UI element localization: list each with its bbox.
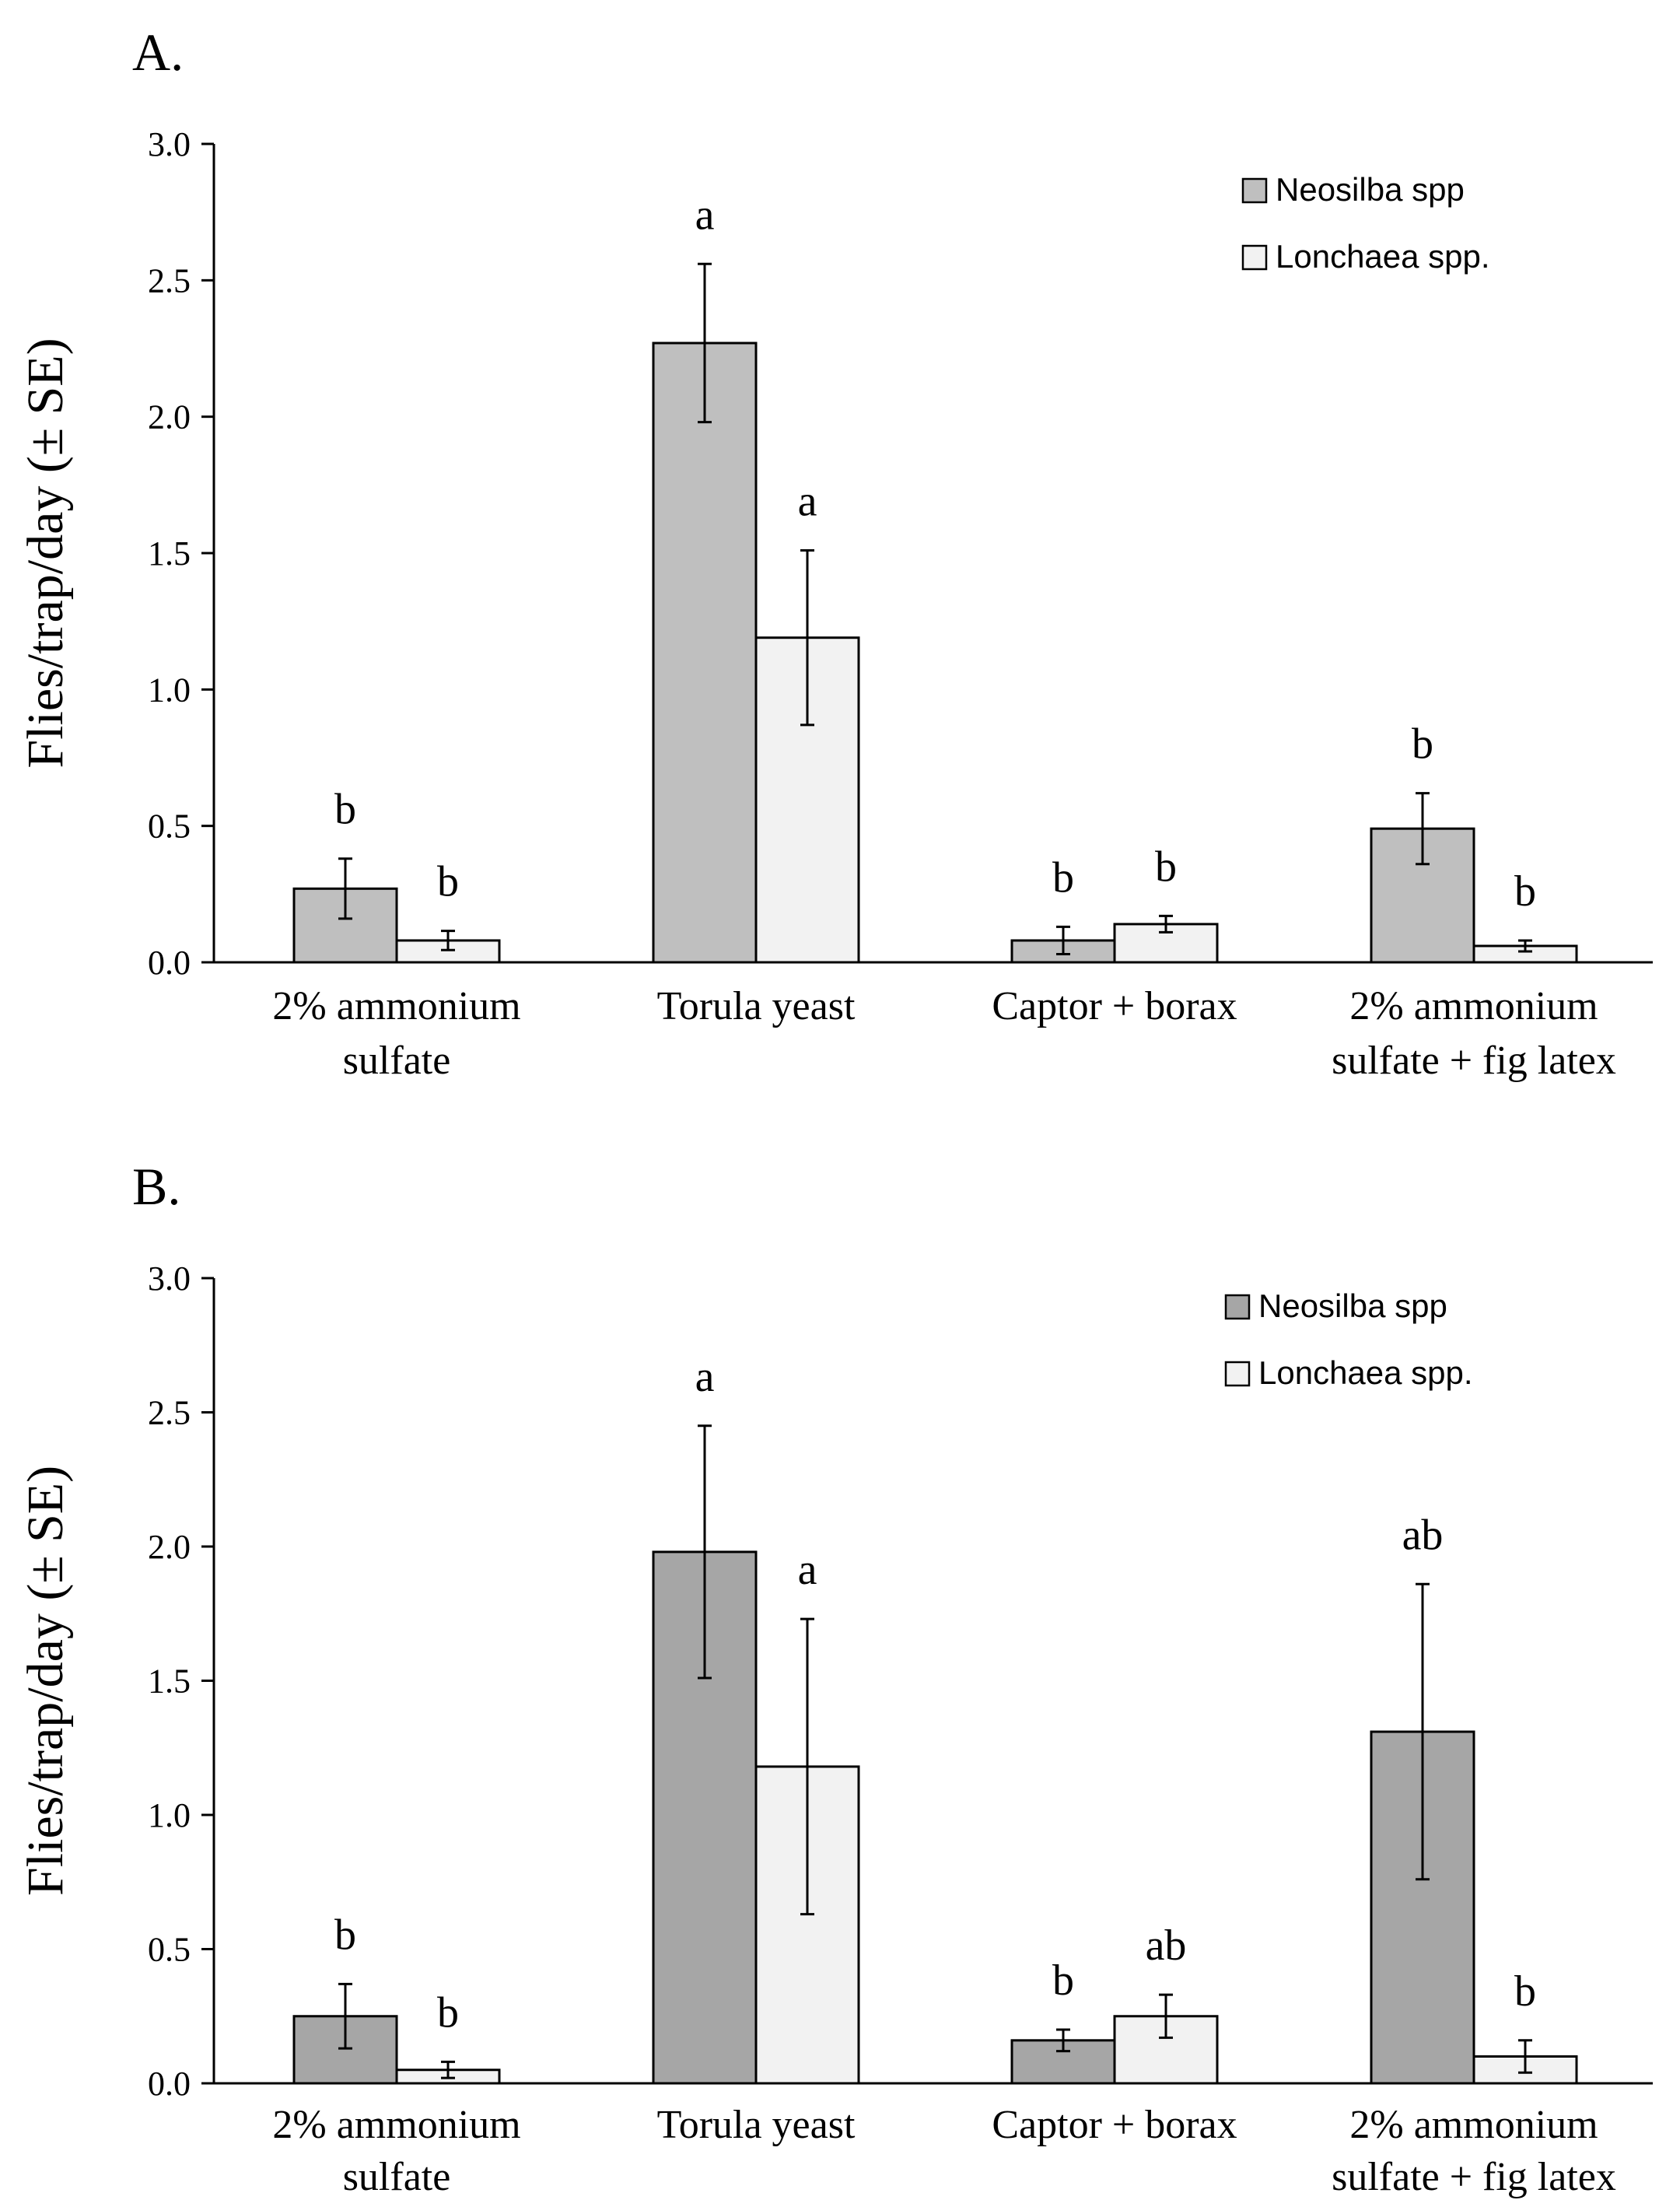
significance-letter: a (798, 1546, 817, 1594)
x-category-label: 2% ammonium (272, 984, 520, 1028)
panel-label: A. (132, 23, 184, 82)
y-tick-label: 1.0 (148, 671, 191, 709)
legend-entry: Lonchaea spp. (1258, 1354, 1473, 1391)
y-tick-label: 1.5 (148, 1662, 191, 1701)
legend: Neosilba spp Lonchaea spp. (1224, 1287, 1473, 1391)
significance-letter: b (437, 1988, 459, 2037)
y-tick-label: 2.0 (148, 398, 191, 436)
y-tick-label: 0.0 (148, 944, 191, 982)
x-category-label: Torula yeast (657, 2103, 856, 2147)
legend-swatch (1224, 1294, 1251, 1320)
significance-letter: a (798, 477, 817, 525)
x-category-label: sulfate (343, 2155, 451, 2199)
significance-letter: b (437, 858, 459, 906)
significance-letter: a (695, 191, 715, 239)
y-tick-label: 1.0 (148, 1796, 191, 1834)
significance-letter: b (1412, 720, 1433, 769)
chart-panel-a: A. Flies/trap/day (± SE) 0.0 0.5 1.0 1.5 2.0 2.… (17, 23, 1653, 1083)
x-category-label: Captor + borax (992, 984, 1237, 1028)
significance-letter: b (1155, 843, 1177, 891)
bar (652, 342, 758, 964)
x-category-label: Torula yeast (657, 984, 856, 1028)
y-tick-label: 3.0 (148, 1259, 191, 1298)
legend-swatch (1241, 177, 1268, 204)
legend-entry: Lonchaea spp. (1276, 238, 1490, 275)
x-category-label: Captor + borax (992, 2103, 1237, 2147)
y-tick-label: 2.5 (148, 261, 191, 300)
x-category-label: 2% ammonium (1349, 2103, 1598, 2147)
y-tick-label: 2.0 (148, 1528, 191, 1566)
y-axis-label: Flies/trap/day (± SE) (17, 338, 74, 768)
y-tick-label: 0.5 (148, 1931, 191, 1969)
y-axis-label: Flies/trap/day (± SE) (17, 1466, 74, 1896)
significance-letter: b (334, 1911, 356, 1959)
x-category-label: sulfate + fig latex (1332, 1039, 1616, 1083)
significance-letter: ab (1402, 1511, 1444, 1559)
significance-letter: ab (1146, 1921, 1187, 1970)
y-tick-label: 1.5 (148, 534, 191, 573)
legend-swatch (1241, 244, 1268, 271)
x-category-label: sulfate (343, 1039, 451, 1083)
x-category-label: 2% ammonium (272, 2103, 520, 2147)
significance-letter: b (334, 786, 356, 834)
significance-letter: b (1052, 1957, 1074, 2005)
x-category-label: 2% ammonium (1349, 984, 1598, 1028)
x-category-label: sulfate + fig latex (1332, 2155, 1616, 2199)
significance-letter: a (695, 1353, 715, 1401)
legend-swatch (1224, 1361, 1251, 1387)
legend: Neosilba spp Lonchaea spp. (1241, 171, 1490, 275)
y-tick-label: 2.5 (148, 1394, 191, 1432)
chart-panel-b: B. Flies/trap/day (± SE) 0.0 0.5 1.0 1.5 2.0 2.… (17, 1157, 1653, 2199)
y-tick-label: 0.0 (148, 2065, 191, 2103)
significance-letter: b (1052, 853, 1074, 902)
y-tick-label: 3.0 (148, 125, 191, 163)
significance-letter: b (1514, 1967, 1536, 2016)
legend-entry: Neosilba spp (1276, 171, 1465, 208)
panel-label: B. (132, 1157, 180, 1216)
significance-letter: b (1514, 867, 1536, 916)
legend-entry: Neosilba spp (1258, 1287, 1447, 1324)
y-tick-label: 0.5 (148, 807, 191, 846)
